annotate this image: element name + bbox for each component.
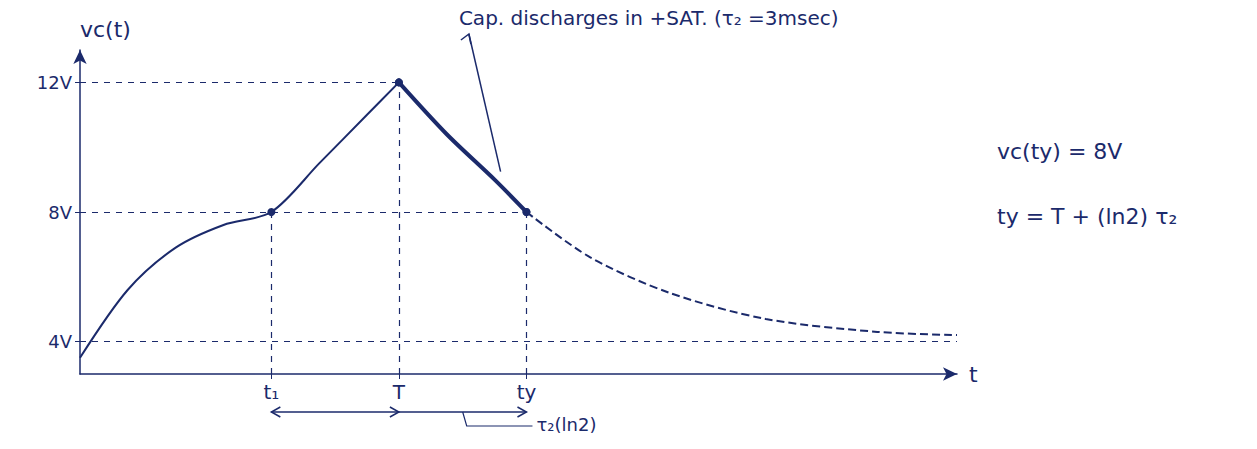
svg-text:vc(ty) = 8V: vc(ty) = 8V xyxy=(997,139,1122,164)
svg-text:T: T xyxy=(392,380,406,404)
svg-text:12V: 12V xyxy=(37,72,73,93)
svg-text:4V: 4V xyxy=(48,331,72,352)
svg-text:ty = T + (ln2) τ₂: ty = T + (ln2) τ₂ xyxy=(997,204,1177,229)
svg-text:t: t xyxy=(969,362,978,387)
svg-text:τ₂(ln2): τ₂(ln2) xyxy=(536,414,596,435)
svg-text:8V: 8V xyxy=(48,202,72,223)
svg-text:vc(t): vc(t) xyxy=(80,17,131,42)
svg-text:ty: ty xyxy=(517,380,537,404)
svg-text:Cap. discharges in +SAT. (τ₂ =: Cap. discharges in +SAT. (τ₂ =3msec) xyxy=(459,6,839,30)
svg-text:t₁: t₁ xyxy=(263,380,279,404)
